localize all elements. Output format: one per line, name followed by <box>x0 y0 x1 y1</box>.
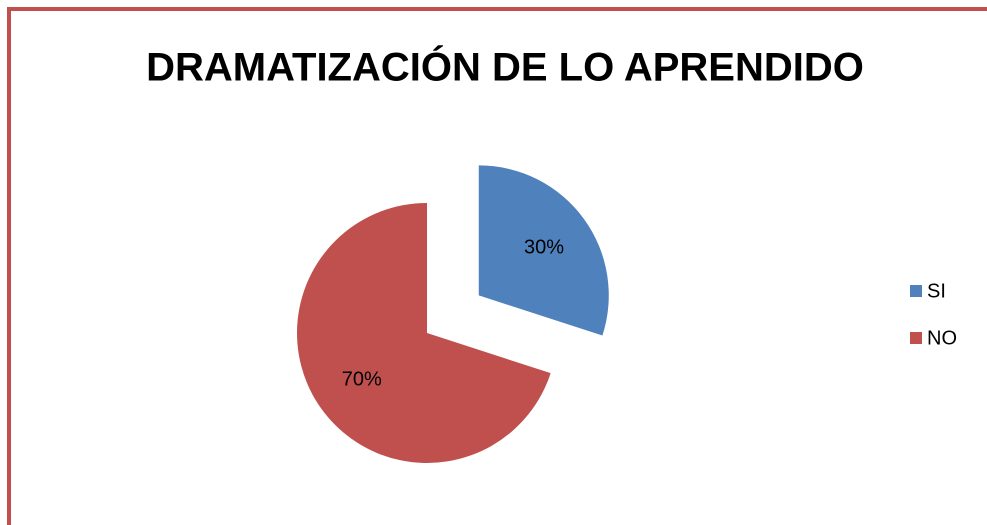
data-label: 70% <box>342 369 382 391</box>
data-label: 30% <box>524 236 564 258</box>
legend-label: SI <box>927 280 946 302</box>
frame-left <box>7 7 11 525</box>
legend-label: NO <box>927 327 957 349</box>
pie-slice <box>478 165 609 336</box>
chart-title: DRAMATIZACIÓN DE LO APRENDIDO <box>146 44 864 90</box>
legend-swatch <box>910 332 922 344</box>
frame-top <box>7 7 987 11</box>
legend-swatch <box>910 285 922 297</box>
pie-slice <box>297 203 551 463</box>
